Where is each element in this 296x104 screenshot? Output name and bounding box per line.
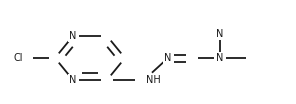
Text: N: N [216, 29, 224, 39]
Text: Cl: Cl [14, 53, 23, 63]
Text: NH: NH [146, 75, 161, 85]
Text: N: N [216, 53, 224, 63]
Text: N: N [164, 53, 172, 63]
Text: N: N [69, 75, 77, 85]
Text: N: N [69, 31, 77, 41]
